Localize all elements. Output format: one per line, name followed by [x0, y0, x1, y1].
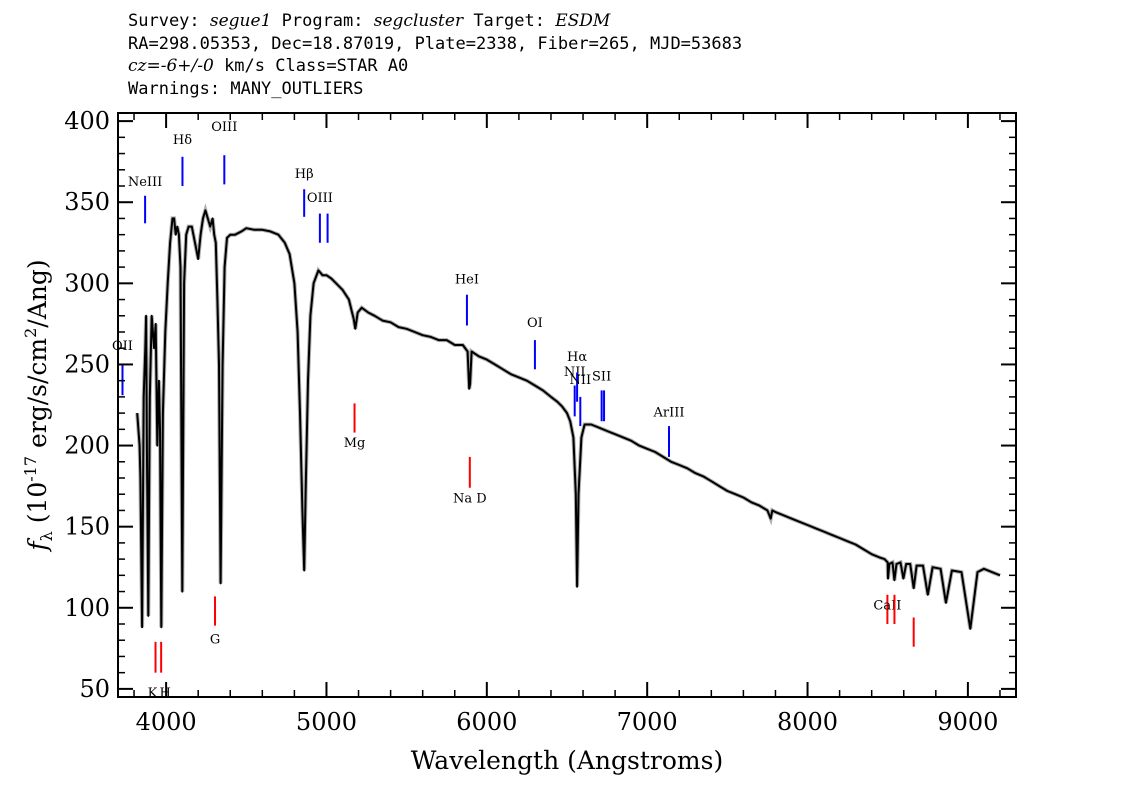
- target-prefix: Target:: [463, 11, 556, 31]
- line-marker-label: OII: [112, 339, 133, 354]
- line-marker-label: NeIII: [128, 175, 162, 190]
- header-line-warnings: Warnings: MANY_OUTLIERS: [128, 78, 364, 99]
- header-line-survey: Survey: segue1 Program: segcluster Targe…: [128, 10, 742, 33]
- spectrum-header: Survey: segue1 Program: segcluster Targe…: [128, 10, 742, 100]
- y-axis-title: fλ (10-17 erg/s/cm2/Ang): [21, 259, 56, 552]
- survey-value: segue1: [209, 11, 272, 31]
- spectrum-series-layer: [135, 203, 1001, 630]
- line-marker-label: Na D: [453, 491, 487, 506]
- line-marker-label: NII: [564, 365, 586, 380]
- plot-frame: [117, 112, 1017, 698]
- line-marker-label: Hδ: [173, 133, 192, 148]
- x-tick-label: 5000: [296, 708, 357, 736]
- line-marker-label: ArIII: [652, 405, 684, 420]
- line-marker-label: Hα: [567, 350, 587, 365]
- y-tick-label: 100: [64, 594, 110, 622]
- y-tick-label: 350: [64, 188, 110, 216]
- y-tick-label: 50: [79, 675, 110, 703]
- x-tick-label: 9000: [937, 708, 998, 736]
- program-value: segcluster: [373, 11, 464, 31]
- axis-tick-layer: 4000 5000 6000 7000 8000 9000 50 100 150 200 250 30…: [64, 107, 1016, 736]
- x-tick-label: 4000: [136, 708, 197, 736]
- line-marker-label: OIII: [211, 120, 237, 135]
- y-tick-label: 400: [64, 107, 110, 135]
- line-marker-label: G: [210, 632, 220, 647]
- header-line-redshift: cz=-6+/-0 km/s Class=STAR A0: [128, 55, 742, 78]
- target-value: ESDM: [555, 11, 611, 31]
- survey-prefix: Survey:: [128, 11, 210, 31]
- y-tick-label: 200: [64, 432, 110, 460]
- spectrum-line: [136, 209, 1001, 630]
- cz-value: cz=-6+/-0: [128, 56, 214, 77]
- header-line-coordinates: RA=298.05353, Dec=18.87019, Plate=2338, …: [128, 33, 743, 54]
- line-marker-label: SII: [592, 370, 611, 385]
- x-axis-title: Wavelength (Angstroms): [411, 746, 723, 775]
- program-prefix: Program:: [271, 11, 374, 31]
- class-text: km/s Class=STAR A0: [213, 56, 409, 77]
- line-marker-label: K: [148, 686, 158, 701]
- line-marker-label: Mg: [344, 436, 366, 451]
- x-tick-label: 8000: [777, 708, 838, 736]
- y-tick-label: 300: [64, 269, 110, 297]
- line-marker-label: OI: [527, 316, 543, 331]
- line-marker-label: HeI: [455, 272, 479, 287]
- line-marker-label: NII: [569, 373, 591, 388]
- line-marker-label: Hβ: [295, 167, 314, 182]
- y-tick-label: 250: [64, 350, 110, 378]
- line-marker-label: OIII: [307, 191, 333, 206]
- line-marker-label: CaII: [873, 598, 901, 613]
- y-tick-label: 150: [64, 513, 110, 541]
- x-tick-label: 7000: [617, 708, 678, 736]
- x-tick-label: 6000: [456, 708, 517, 736]
